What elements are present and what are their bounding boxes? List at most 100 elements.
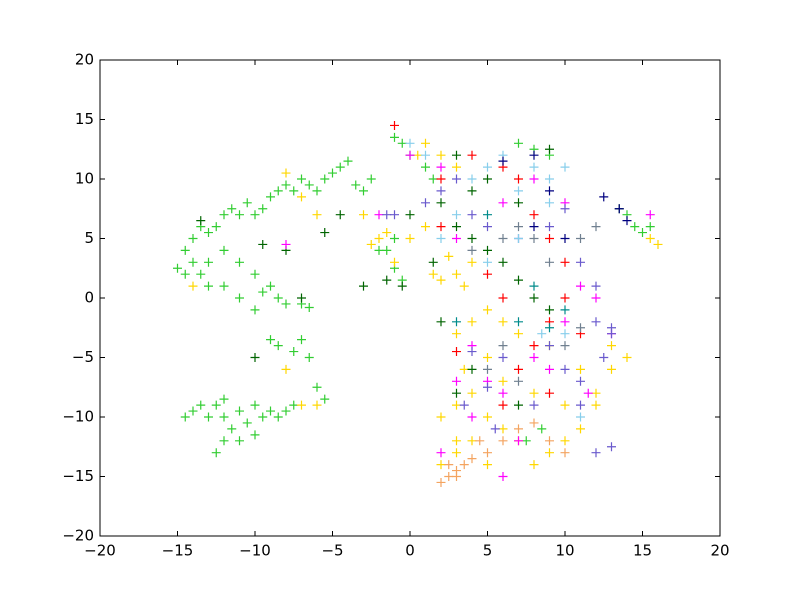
scatter-point — [529, 222, 539, 232]
scatter-point — [483, 257, 492, 267]
scatter-point — [591, 281, 601, 291]
scatter-point — [576, 323, 585, 333]
scatter-point — [622, 353, 632, 362]
scatter-point — [483, 305, 492, 315]
scatter-point — [436, 234, 446, 243]
scatter-point — [560, 364, 570, 374]
scatter-point — [452, 448, 461, 458]
scatter-point — [514, 275, 523, 285]
scatter-point — [529, 234, 539, 243]
scatter-point — [266, 406, 275, 416]
scatter-point — [467, 317, 477, 327]
scatter-point — [444, 460, 454, 470]
scatter-point — [436, 317, 446, 327]
scatter-point — [366, 174, 376, 184]
scatter-point — [196, 269, 206, 279]
scatter-point — [405, 150, 415, 160]
scatter-point — [405, 234, 415, 243]
scatter-point — [219, 281, 229, 291]
scatter-point — [467, 257, 477, 267]
scatter-point — [219, 412, 229, 422]
scatter-point — [529, 388, 539, 398]
scatter-point — [467, 388, 477, 398]
scatter-point — [374, 210, 384, 220]
scatter-point — [421, 162, 430, 172]
scatter-point — [545, 364, 554, 374]
scatter-point — [421, 138, 430, 148]
scatter-point — [235, 257, 244, 267]
scatter-point — [405, 138, 415, 148]
scatter-point — [250, 430, 260, 440]
scatter-point — [436, 275, 446, 285]
scatter-point — [180, 269, 190, 279]
scatter-point — [599, 353, 609, 362]
y-tick-label: 10 — [75, 170, 94, 188]
scatter-point — [204, 228, 213, 238]
scatter-point — [560, 448, 570, 458]
scatter-point — [545, 323, 554, 333]
scatter-point — [390, 132, 399, 142]
scatter-point — [320, 228, 330, 238]
scatter-point — [591, 388, 601, 398]
scatter-point — [545, 174, 554, 184]
scatter-point — [173, 263, 182, 273]
scatter-point — [235, 406, 244, 416]
scatter-point — [436, 477, 446, 487]
scatter-point — [653, 239, 663, 249]
scatter-point — [250, 353, 260, 362]
scatter-point — [607, 341, 616, 351]
scatter-point — [188, 257, 198, 267]
scatter-point — [436, 448, 446, 458]
scatter-point — [483, 382, 492, 392]
scatter-point — [498, 317, 508, 327]
scatter-point — [514, 186, 523, 196]
scatter-point — [452, 376, 461, 386]
scatter-point — [560, 204, 570, 214]
scatter-point — [514, 424, 523, 434]
scatter-point — [545, 144, 554, 154]
scatter-point — [560, 293, 570, 303]
scatter-point — [529, 210, 539, 220]
scatter-point — [390, 234, 399, 243]
scatter-point — [227, 204, 237, 214]
scatter-point — [204, 281, 213, 291]
scatter-point — [529, 418, 539, 428]
scatter-point — [483, 174, 492, 184]
scatter-point — [258, 239, 268, 249]
scatter-point — [638, 228, 647, 238]
scatter-point — [498, 198, 508, 208]
scatter-point — [204, 412, 213, 422]
scatter-point — [560, 234, 570, 243]
scatter-point — [529, 150, 539, 160]
scatter-point — [405, 210, 415, 220]
scatter-point — [452, 210, 461, 220]
scatter-point — [514, 198, 523, 208]
scatter-point — [297, 174, 306, 184]
scatter-point — [188, 234, 198, 243]
scatter-point — [188, 406, 198, 416]
scatter-point — [273, 186, 283, 196]
scatter-point — [498, 234, 508, 243]
scatter-point — [382, 210, 392, 220]
x-tick-label: −15 — [162, 542, 194, 560]
scatter-point — [452, 150, 461, 160]
scatter-point — [467, 186, 477, 196]
scatter-point — [374, 234, 384, 243]
scatter-point — [514, 329, 523, 339]
scatter-point — [560, 329, 570, 339]
scatter-point — [576, 234, 585, 243]
scatter-point — [529, 281, 539, 291]
scatter-point — [343, 156, 353, 166]
scatter-point — [591, 448, 601, 458]
scatter-point — [397, 138, 407, 148]
y-tick-label: 15 — [75, 110, 94, 128]
scatter-point — [235, 293, 244, 303]
scatter-point — [328, 168, 337, 178]
scatter-point — [483, 353, 492, 362]
scatter-point — [281, 180, 291, 190]
scatter-point — [219, 245, 229, 255]
scatter-point — [235, 436, 244, 446]
scatter-point — [467, 210, 477, 220]
scatter-point — [576, 281, 585, 291]
